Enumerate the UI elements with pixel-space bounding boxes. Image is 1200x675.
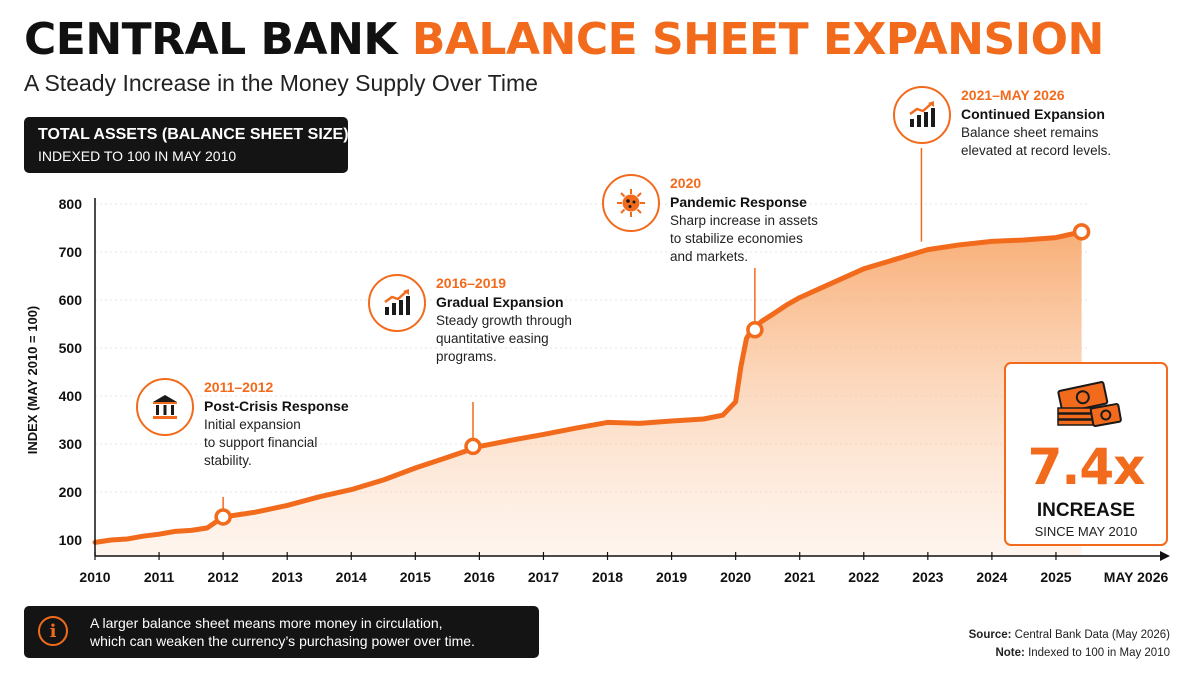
data-point-marker [464, 437, 482, 456]
page-title: CENTRAL BANK BALANCE SHEET EXPANSION [24, 14, 1104, 65]
annotation-heading: Post-Crisis Response [204, 398, 349, 414]
annotation-period: 2020 [670, 175, 702, 191]
annotation-icon-circle [893, 86, 951, 144]
annotation-icon-circle [136, 378, 194, 436]
x-tick-label: MAY 2026 [1104, 569, 1169, 585]
x-tick-label: 2020 [720, 569, 751, 585]
annotation-desc-line: Sharp increase in assets [670, 213, 818, 228]
growth-chart-icon [384, 289, 410, 315]
y-tick-label: 200 [59, 484, 83, 500]
data-point-marker [1072, 223, 1091, 241]
increase-sublabel: SINCE MAY 2010 [1034, 524, 1138, 539]
note-line1: A larger balance sheet means more money … [90, 615, 443, 631]
info-icon: i [38, 616, 68, 646]
money-stack-icon [1057, 381, 1122, 427]
source-block: Source: Central Bank Data (May 2026) Not… [969, 626, 1170, 662]
increase-value: 7.4x [1027, 438, 1146, 496]
x-tick-label: 2015 [400, 569, 431, 585]
x-axis-arrow [1160, 551, 1170, 561]
increase-label: INCREASE [1036, 500, 1136, 521]
x-tick-label: 2017 [528, 569, 559, 585]
annotation-period: 2016–2019 [436, 275, 507, 291]
y-tick-label: 500 [59, 340, 83, 356]
title-dark-part: CENTRAL BANK [24, 14, 397, 65]
chart-series-line [92, 229, 1085, 545]
y-tick-label: 300 [59, 436, 83, 452]
annotation-icon-circle [368, 274, 426, 332]
x-tick-label: 2023 [912, 569, 943, 585]
annotation-desc-line: Steady growth through [436, 313, 572, 328]
annotation-desc-line: elevated at record levels. [961, 143, 1112, 158]
source-text: Central Bank Data (May 2026) [1014, 629, 1170, 641]
note-bar: i A larger balance sheet means more mone… [24, 606, 539, 658]
annotation-desc-line: stability. [204, 453, 252, 468]
note-text: Indexed to 100 in May 2010 [1028, 647, 1170, 659]
chart-svg: 100 200 300 400 500 600 700 800 INDEX (MAY 2010 … [25, 148, 1170, 585]
virus-icon [617, 189, 645, 217]
y-axis-label: INDEX (MAY 2010 = 100) [25, 306, 40, 455]
annotation-period: 2011–2012 [204, 379, 274, 395]
annotation-desc-line: Initial expansion [204, 417, 301, 432]
annotation-desc-line: programs. [436, 349, 497, 364]
x-tick-label: 2013 [272, 569, 303, 585]
chart-label-line2: INDEXED TO 100 IN MAY 2010 [38, 148, 237, 164]
annotation-desc-line: to stabilize economies [670, 231, 803, 246]
annotation-icon-circle [602, 174, 660, 232]
x-tick-label: 2014 [336, 569, 367, 585]
page-subtitle: A Steady Increase in the Money Supply Ov… [24, 70, 538, 96]
annotation-heading: Pandemic Response [670, 194, 807, 210]
source-label: Source: [968, 629, 1012, 641]
y-tick-label: 400 [59, 388, 83, 404]
y-tick-label: 100 [59, 532, 83, 548]
x-tick-label: 2011 [144, 569, 175, 585]
data-point-marker [214, 508, 232, 526]
x-tick-label: 2019 [656, 569, 687, 585]
note-line2: which can weaken the currency’s purchasi… [90, 633, 475, 649]
x-tick-label: 2016 [464, 569, 495, 585]
chart-label-box: TOTAL ASSETS (BALANCE SHEET SIZE) INDEXE… [24, 117, 349, 173]
annotation-heading: Gradual Expansion [436, 294, 564, 310]
x-tick-label: 2012 [208, 569, 239, 585]
x-tick-label: 2018 [592, 569, 623, 585]
x-tick-label: 2010 [79, 569, 110, 585]
y-tick-label: 800 [59, 196, 83, 212]
growth-chart-icon [909, 101, 935, 127]
annotation-desc-line: quantitative easing [436, 331, 549, 346]
annotation-desc-line: and markets. [670, 249, 749, 264]
note-label: Note: [995, 647, 1025, 659]
chart-label-line1: TOTAL ASSETS (BALANCE SHEET SIZE) [38, 126, 349, 143]
annotation-heading: Continued Expansion [961, 106, 1105, 122]
x-tick-label: 2022 [848, 569, 879, 585]
title-accent-part: BALANCE SHEET EXPANSION [411, 14, 1104, 65]
data-point-marker [746, 321, 764, 339]
annotation-period: 2021–MAY 2026 [961, 87, 1065, 103]
y-tick-label: 700 [59, 244, 83, 260]
increase-callout: 7.4x INCREASE SINCE MAY 2010 [1004, 362, 1168, 546]
y-tick-label: 600 [59, 292, 83, 308]
x-tick-label: 2021 [784, 569, 815, 585]
annotation-desc-line: to support financial [204, 435, 318, 450]
annotation-desc-line: Balance sheet remains [961, 125, 1099, 140]
bank-building-icon [153, 395, 177, 419]
chart-area-fill [95, 231, 1082, 557]
x-tick-label: 2024 [976, 569, 1007, 585]
x-tick-label: 2025 [1040, 569, 1071, 585]
